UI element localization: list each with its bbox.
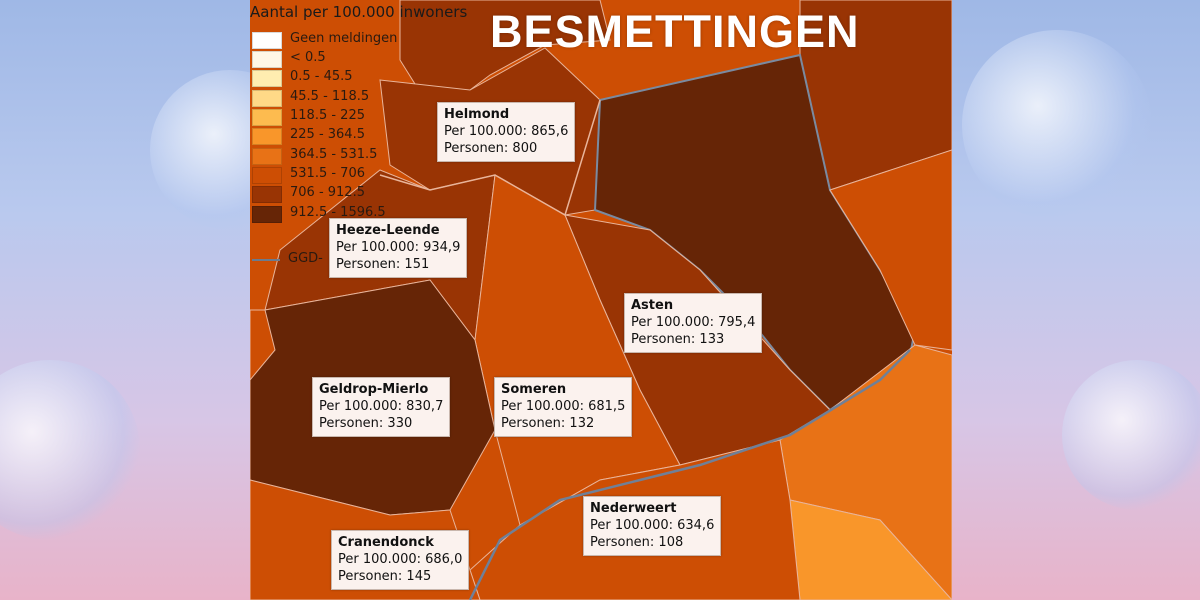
legend-swatch <box>252 128 282 145</box>
popup-region-name: Someren <box>501 382 567 397</box>
legend-label: 531.5 - 706 <box>290 166 365 181</box>
region-popup-nederweert[interactable]: Nederweert Per 100.000: 634,6 Personen: … <box>583 496 722 556</box>
legend-item: 364.5 - 531.5 <box>252 147 482 165</box>
popup-per100k: Per 100.000: 934,9 <box>336 240 461 255</box>
popup-region-name: Cranendonck <box>338 535 434 550</box>
popup-persons: Personen: 132 <box>501 416 595 431</box>
region-popup-asten[interactable]: Asten Per 100.000: 795,4 Personen: 133 <box>624 293 763 353</box>
legend-label: < 0.5 <box>290 50 326 65</box>
legend-boundary-swatch <box>252 259 280 261</box>
map-legend: Aantal per 100.000 inwoners Geen melding… <box>250 0 490 270</box>
popup-persons: Personen: 800 <box>444 141 538 156</box>
popup-per100k: Per 100.000: 830,7 <box>319 399 444 414</box>
legend-swatch <box>252 186 282 203</box>
legend-swatch <box>252 51 282 68</box>
popup-per100k: Per 100.000: 865,6 <box>444 124 569 139</box>
popup-persons: Personen: 151 <box>336 257 430 272</box>
popup-region-name: Heeze-Leende <box>336 223 440 238</box>
region-popup-someren[interactable]: Someren Per 100.000: 681,5 Personen: 132 <box>494 377 633 437</box>
background-right <box>952 0 1200 600</box>
legend-item: 531.5 - 706 <box>252 166 482 184</box>
popup-per100k: Per 100.000: 686,0 <box>338 552 463 567</box>
legend-label: 912.5 - 1596.5 <box>290 205 386 220</box>
legend-item: 912.5 - 1596.5 <box>252 205 482 223</box>
legend-swatch <box>252 148 282 165</box>
popup-persons: Personen: 145 <box>338 569 432 584</box>
popup-per100k: Per 100.000: 634,6 <box>590 518 715 533</box>
legend-swatch <box>252 90 282 107</box>
region-popup-geldrop-mierlo[interactable]: Geldrop-Mierlo Per 100.000: 830,7 Person… <box>312 377 451 437</box>
legend-boundary-label: GGD- <box>288 251 323 266</box>
popup-persons: Personen: 108 <box>590 535 684 550</box>
popup-region-name: Helmond <box>444 107 510 122</box>
region-popup-heeze-leende[interactable]: Heeze-Leende Per 100.000: 934,9 Personen… <box>329 218 468 278</box>
popup-region-name: Asten <box>631 298 674 313</box>
virus-icon <box>0 360 140 540</box>
legend-label: 364.5 - 531.5 <box>290 147 378 162</box>
legend-swatch <box>252 167 282 184</box>
virus-icon <box>1062 360 1200 510</box>
background-left <box>0 0 250 600</box>
popup-persons: Personen: 133 <box>631 332 725 347</box>
legend-label: Geen meldingen <box>290 31 398 46</box>
legend-label: 0.5 - 45.5 <box>290 69 353 84</box>
legend-label: 118.5 - 225 <box>290 108 365 123</box>
popup-per100k: Per 100.000: 681,5 <box>501 399 626 414</box>
legend-item: Geen meldingen <box>252 31 482 49</box>
legend-title: Aantal per 100.000 inwoners <box>250 3 468 21</box>
virus-icon <box>150 70 250 230</box>
legend-item: 0.5 - 45.5 <box>252 69 482 87</box>
legend-item: 706 - 912.5 <box>252 185 482 203</box>
region-area[interactable] <box>829 149 952 351</box>
region-area[interactable] <box>399 0 611 93</box>
popup-region-name: Geldrop-Mierlo <box>319 382 429 397</box>
ggd-boundary-line <box>468 349 911 600</box>
legend-item: < 0.5 <box>252 50 482 68</box>
legend-label: 225 - 364.5 <box>290 127 365 142</box>
region-popup-helmond[interactable]: Helmond Per 100.000: 865,6 Personen: 800 <box>437 102 576 162</box>
region-popup-cranendonck[interactable]: Cranendonck Per 100.000: 686,0 Personen:… <box>331 530 470 590</box>
region-area <box>250 309 276 381</box>
legend-swatch <box>252 206 282 223</box>
popup-region-name: Nederweert <box>590 501 677 516</box>
region-border <box>379 99 601 217</box>
legend-item: 118.5 - 225 <box>252 108 482 126</box>
legend-label: 706 - 912.5 <box>290 185 365 200</box>
legend-swatch <box>252 109 282 126</box>
legend-swatch <box>252 32 282 49</box>
legend-swatch <box>252 70 282 87</box>
virus-icon <box>962 30 1152 220</box>
popup-per100k: Per 100.000: 795,4 <box>631 315 756 330</box>
legend-item: 45.5 - 118.5 <box>252 89 482 107</box>
legend-label: 45.5 - 118.5 <box>290 89 370 104</box>
legend-item: 225 - 364.5 <box>252 127 482 145</box>
popup-persons: Personen: 330 <box>319 416 413 431</box>
page-title: BESMETTINGEN <box>490 6 860 57</box>
